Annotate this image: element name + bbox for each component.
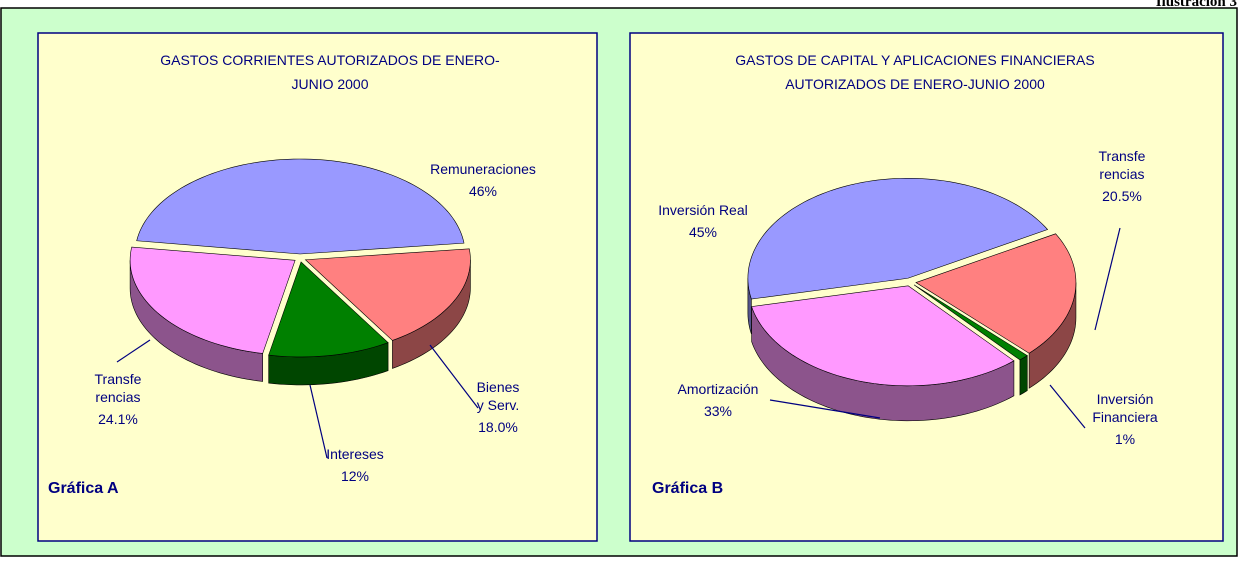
slice-label: Amortización <box>677 381 759 397</box>
leader-line <box>769 399 881 419</box>
slice <box>751 285 1015 387</box>
slice <box>915 233 1077 354</box>
slice-label: Intereses <box>326 446 384 462</box>
slice-side <box>1019 355 1028 396</box>
leader-line <box>1049 384 1086 429</box>
slice-value-label: 12% <box>340 468 370 484</box>
leader-line <box>429 344 479 409</box>
slice-value-label: 24.1% <box>98 411 138 427</box>
slice-value-label: 20.5% <box>1102 188 1142 204</box>
chart-caption: Gráfica A <box>48 480 119 497</box>
slice-value-label: 46% <box>468 183 498 199</box>
slice-label: Inversión Real <box>658 202 748 218</box>
slice-value-label: 45% <box>688 224 718 240</box>
slice <box>129 246 296 354</box>
header: Ilustración 3 <box>1155 0 1237 10</box>
slice-value-label: 18.0% <box>478 419 518 435</box>
chart-caption: Gráfica B <box>652 480 724 497</box>
slice-label: Transfe rencias <box>94 371 142 405</box>
leader-line <box>309 384 328 459</box>
slice-label: Inversión Financiera <box>1092 391 1158 425</box>
leader-line <box>1094 227 1121 331</box>
chart-title: GASTOS CORRIENTES AUTORIZADOS DE ENERO- … <box>160 52 500 92</box>
leader-line <box>116 339 151 363</box>
slice-label: Bienes y Serv. <box>476 379 520 413</box>
slice-value-label: 33% <box>703 403 733 419</box>
slice <box>913 284 1028 361</box>
chart-title: GASTOS DE CAPITAL Y APLICACIONES FINANCI… <box>735 52 1095 92</box>
slice <box>304 248 471 341</box>
slice <box>136 158 465 255</box>
slice-label: Transfe rencias <box>1098 148 1146 182</box>
slice-label: Remuneraciones <box>430 161 536 177</box>
slice <box>747 177 1049 300</box>
slice-value-label: 1% <box>1114 431 1136 447</box>
slice <box>268 261 389 358</box>
